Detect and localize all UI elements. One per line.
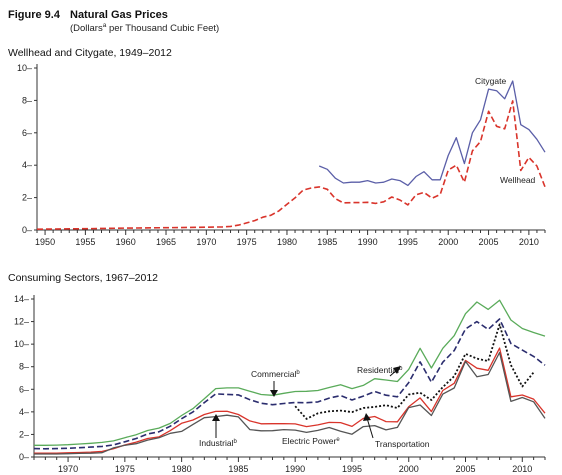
transportation-arrow — [366, 417, 374, 439]
top-x-tick-label: 2000 — [438, 237, 458, 247]
bottom-x-tick-label: 1985 — [228, 464, 248, 474]
commercial-label: Commercialb — [251, 369, 300, 379]
top-x-tick-label: 1970 — [196, 237, 216, 247]
bottom-series-residential — [34, 299, 546, 446]
top-chart: 0– 2– 4– 6– 8– 10– 1950 1955 1960 1965 1970 1975 198… — [17, 63, 546, 247]
bottom-series-electric-power — [34, 351, 546, 455]
citygate-label: Citygate — [475, 76, 506, 86]
top-x-tick-label: 1975 — [237, 237, 257, 247]
top-y-tick-label: 4– — [22, 160, 32, 170]
bottom-x-tick-label: 2000 — [399, 464, 419, 474]
bottom-y-tick-label: 2– — [19, 429, 29, 439]
top-y-tick-label: 0– — [22, 225, 32, 235]
bottom-x-tick-label: 1975 — [115, 464, 135, 474]
top-y-tick-label: 10– — [17, 63, 32, 73]
figure-number: Figure 9.4 — [8, 9, 61, 21]
top-x-tick-label: 1960 — [116, 237, 136, 247]
bottom-x-tick-label: 2005 — [455, 464, 475, 474]
bottom-x-tick-label: 2010 — [512, 464, 532, 474]
transportation-arrow-head — [363, 413, 371, 421]
top-x-tick-label: 1985 — [317, 237, 337, 247]
top-series-citygate — [318, 80, 546, 187]
bottom-series-commercial — [33, 318, 546, 450]
top-series-wellhead — [36, 100, 546, 230]
bottom-y-tick-label: 0– — [19, 452, 29, 462]
top-y-tick-label: 8– — [22, 95, 32, 105]
bottom-y-tick-label: 8– — [19, 362, 29, 372]
bottom-y-tick-label: 6– — [19, 384, 29, 394]
top-y-tick-label: 6– — [22, 128, 32, 138]
bottom-series-transportation — [294, 323, 535, 420]
top-x-tick-label: 2005 — [479, 237, 499, 247]
electric-power-label: Electric Powere — [282, 436, 340, 446]
top-x-tick-label: 1995 — [398, 237, 418, 247]
wellhead-label: Wellhead — [500, 175, 536, 185]
residential-arrow-head — [393, 366, 401, 374]
bottom-x-tick-label: 1970 — [58, 464, 78, 474]
commercial-arrow-head — [270, 390, 278, 397]
top-x-tick-label: 1950 — [35, 237, 55, 247]
bottom-y-tick-label: 14– — [14, 294, 29, 304]
bottom-x-tick-label: 1990 — [285, 464, 305, 474]
bottom-chart: 0– 2– 4– 6– 8– 10– 12– 14– 1970 1975 1980 1985 1990 1… — [14, 294, 546, 474]
industrial-arrow-head — [212, 414, 220, 421]
industrial-label: Industrialb — [199, 438, 238, 448]
figure-subtitle: (Dollarsa per Thousand Cubic Feet) — [70, 22, 219, 34]
top-y-tick-label: 2– — [22, 193, 32, 203]
residential-label: Residentialb — [357, 365, 403, 375]
top-x-tick-label: 1955 — [75, 237, 95, 247]
bottom-x-tick-label: 1995 — [342, 464, 362, 474]
bottom-x-tick-label: 1980 — [172, 464, 192, 474]
top-x-tick-label: 1980 — [277, 237, 297, 247]
top-x-tick-label: 1990 — [358, 237, 378, 247]
bottom-y-tick-label: 12– — [14, 317, 29, 327]
bottom-chart-title: Consuming Sectors, 1967–2012 — [8, 272, 158, 284]
transportation-label: Transportation — [375, 439, 430, 449]
bottom-y-tick-label: 10– — [14, 339, 29, 349]
top-x-tick-label: 1965 — [156, 237, 176, 247]
figure-title: Natural Gas Prices — [70, 9, 168, 21]
top-chart-title: Wellhead and Citygate, 1949–2012 — [8, 47, 172, 59]
bottom-y-tick-label: 4– — [19, 407, 29, 417]
top-x-tick-label: 2010 — [519, 237, 539, 247]
